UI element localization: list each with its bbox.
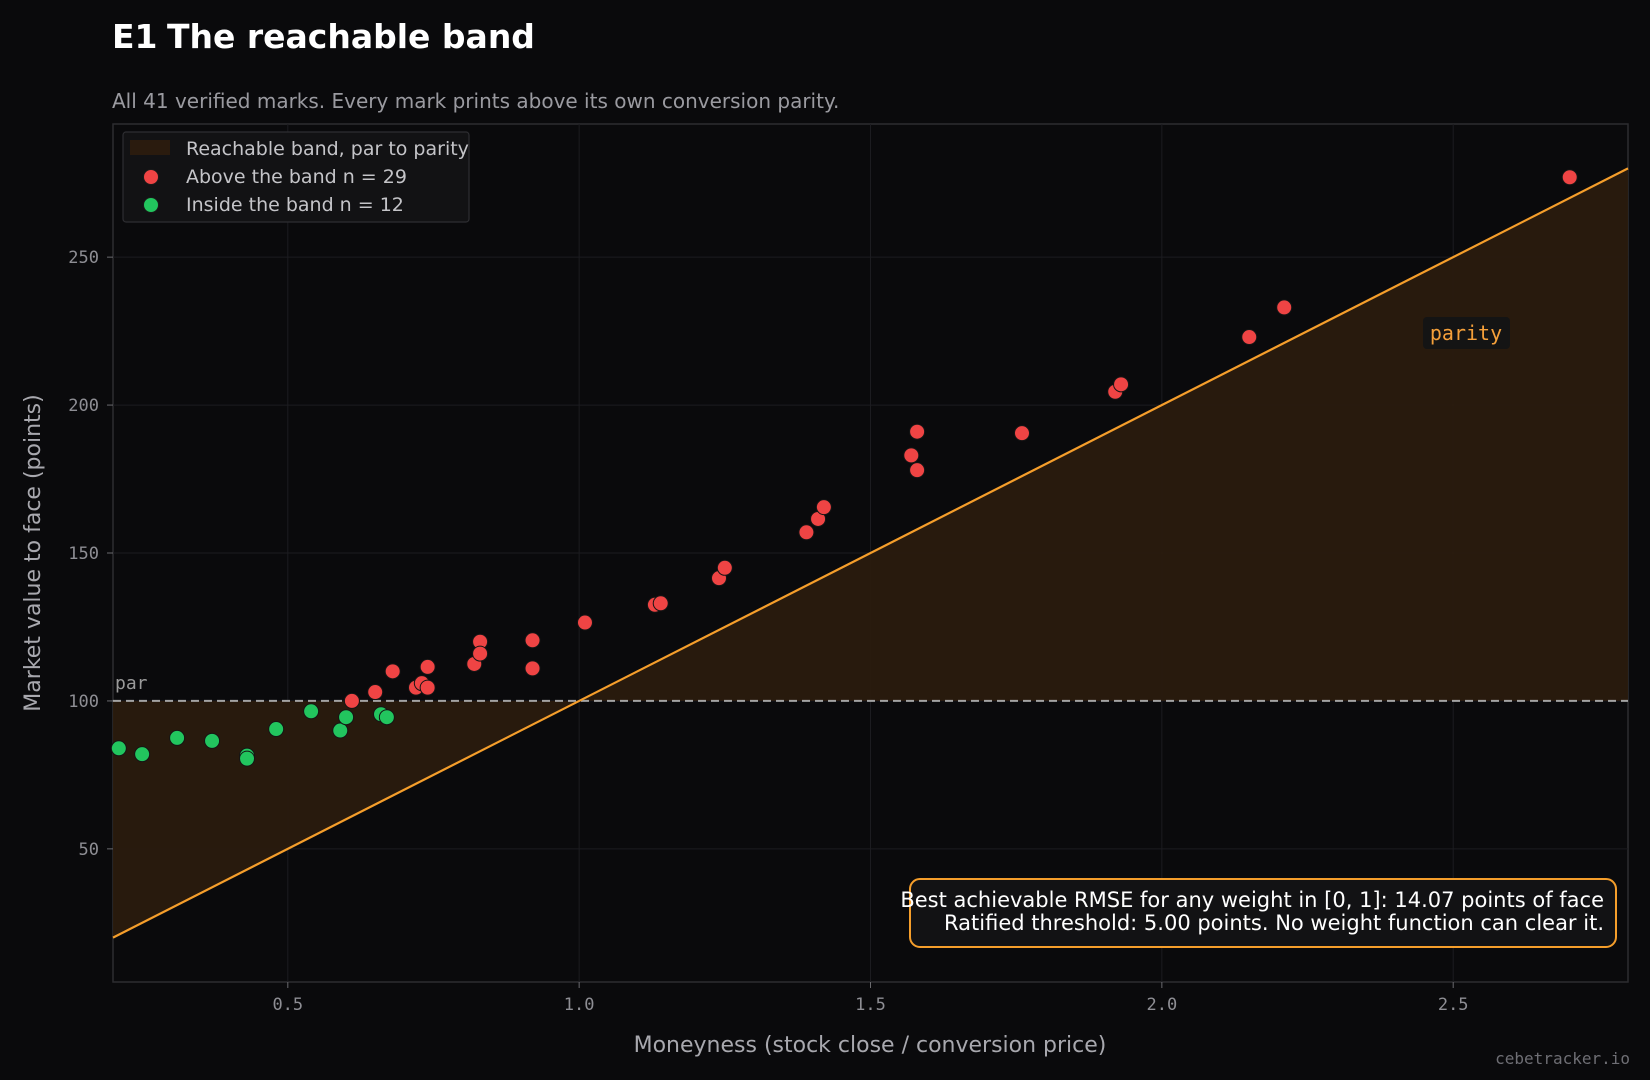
rmse-annotation: Best achievable RMSE for any weight in [… (900, 878, 1617, 948)
point-above-band (472, 645, 489, 662)
parity-line (112, 167, 1629, 939)
legend-swatch-band (130, 140, 170, 155)
y-axis-label: Market value to face (points) (21, 394, 46, 711)
point-above-band (909, 462, 926, 479)
point-above-band (1561, 169, 1578, 186)
x-tick-label: 2.0 (1146, 995, 1177, 1015)
y-tick-label: 200 (68, 396, 99, 416)
chart-subtitle: All 41 verified marks. Every mark prints… (112, 89, 839, 113)
legend-label-band: Reachable band, par to parity (186, 138, 469, 160)
point-above-band (903, 447, 920, 464)
axis-ticks: 0.5 1.0 1.5 2.0 2.5 50 100 150 200 250 (68, 248, 1468, 1015)
point-above-band (815, 499, 832, 516)
point-inside-band (303, 703, 320, 720)
point-inside-band (110, 740, 127, 757)
legend: Reachable band, par to parity Above the … (122, 131, 470, 223)
y-tick-label: 250 (68, 248, 99, 268)
point-inside-band (378, 709, 395, 726)
point-above-band (576, 614, 593, 631)
point-inside-band (332, 722, 349, 739)
chart-title: The reachable band (167, 17, 535, 56)
figure-tag: E1 (112, 17, 158, 56)
point-above-band (1276, 299, 1293, 316)
point-inside-band (338, 709, 355, 726)
point-inside-band (204, 732, 221, 749)
legend-box (122, 131, 470, 223)
x-tick-label: 2.5 (1438, 995, 1469, 1015)
reference-lines (112, 167, 1629, 939)
point-above-band (524, 632, 541, 649)
point-above-band (367, 684, 384, 701)
par-line-label: par (115, 673, 148, 694)
annotation-box (909, 878, 1617, 948)
point-inside-band (169, 729, 186, 746)
point-inside-band (268, 721, 285, 738)
x-tick-label: 1.0 (564, 995, 595, 1015)
y-tick-label: 100 (68, 692, 99, 712)
point-above-band (419, 679, 436, 696)
point-above-band (1014, 425, 1030, 442)
point-above-band (1113, 376, 1130, 393)
point-above-band (384, 663, 401, 680)
point-above-band (1241, 329, 1258, 346)
point-above-band (909, 423, 926, 440)
point-above-band (524, 660, 541, 677)
point-above-band (419, 658, 436, 675)
x-tick-label: 1.5 (855, 995, 886, 1015)
point-above-band (716, 559, 733, 576)
legend-swatch-inside (143, 197, 159, 213)
x-axis-label: Moneyness (stock close / conversion pric… (634, 1033, 1107, 1058)
parity-label-box (1423, 317, 1510, 349)
data-points (110, 169, 1578, 767)
point-above-band (652, 595, 669, 612)
annotation-line-2: Ratified threshold: 5.00 points. No weig… (944, 911, 1604, 935)
y-tick-label: 150 (68, 544, 99, 564)
footer-credit: cebetracker.io (1495, 1049, 1630, 1068)
point-inside-band (239, 750, 256, 767)
point-above-band (343, 692, 360, 709)
point-above-band (798, 524, 815, 541)
legend-label-above: Above the band n = 29 (186, 166, 407, 188)
x-tick-label: 0.5 (272, 995, 303, 1015)
parity-line-label: parity (1430, 321, 1502, 345)
y-tick-label: 50 (79, 840, 99, 860)
annotation-line-1: Best achievable RMSE for any weight in [… (900, 888, 1604, 912)
legend-label-inside: Inside the band n = 12 (186, 194, 404, 216)
point-inside-band (134, 746, 151, 763)
legend-swatch-above (143, 169, 159, 185)
